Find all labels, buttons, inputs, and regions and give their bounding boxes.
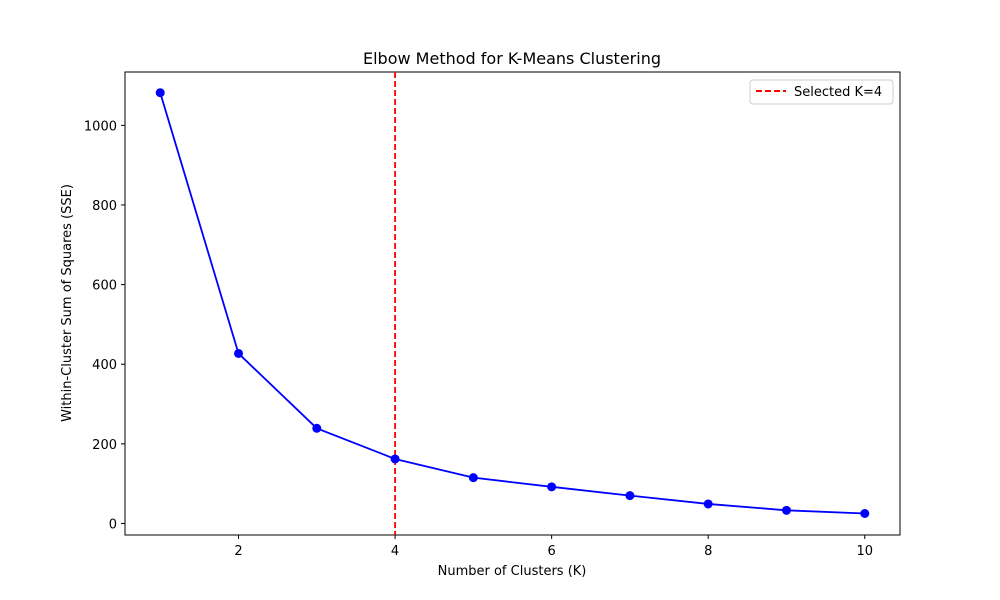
data-point-k1 (155, 88, 165, 98)
x-tick-label: 2 (234, 544, 242, 559)
data-point-k10 (860, 509, 870, 519)
y-tick-label: 600 (92, 279, 117, 294)
y-tick-label: 800 (92, 199, 117, 214)
chart-title: Elbow Method for K-Means Clustering (363, 49, 661, 68)
legend-box (749, 79, 894, 105)
x-tick-label: 4 (391, 544, 399, 559)
x-tick-label: 10 (856, 544, 873, 559)
data-point-k5 (468, 473, 478, 483)
data-point-k8 (703, 499, 713, 509)
data-point-k9 (781, 505, 791, 515)
data-point-k3 (312, 423, 322, 433)
y-axis: 0 200 400 600 800 1000 (84, 119, 125, 532)
x-tick-label: 6 (548, 544, 556, 559)
plot-frame (124, 71, 901, 536)
sse-series-line (159, 92, 865, 515)
y-tick-label: 200 (92, 438, 117, 453)
x-axis-label: Number of Clusters (K) (438, 564, 587, 579)
x-tick-label: 8 (704, 544, 712, 559)
data-point-k7 (625, 491, 635, 501)
data-point-k4 (390, 454, 400, 464)
plot-area (124, 71, 901, 536)
series-layer (155, 88, 870, 519)
legend-label-selected-k: Selected K=4 (794, 85, 882, 100)
y-tick-label: 1000 (84, 119, 117, 134)
x-axis: 2 4 6 8 10 (234, 535, 873, 559)
legend: Selected K=4 (749, 79, 894, 105)
y-tick-label: 400 (92, 358, 117, 373)
y-axis-label: Within-Cluster Sum of Squares (SSE) (60, 184, 75, 422)
data-point-k2 (234, 348, 244, 358)
y-tick-label: 0 (109, 517, 117, 532)
data-point-k6 (547, 482, 557, 492)
